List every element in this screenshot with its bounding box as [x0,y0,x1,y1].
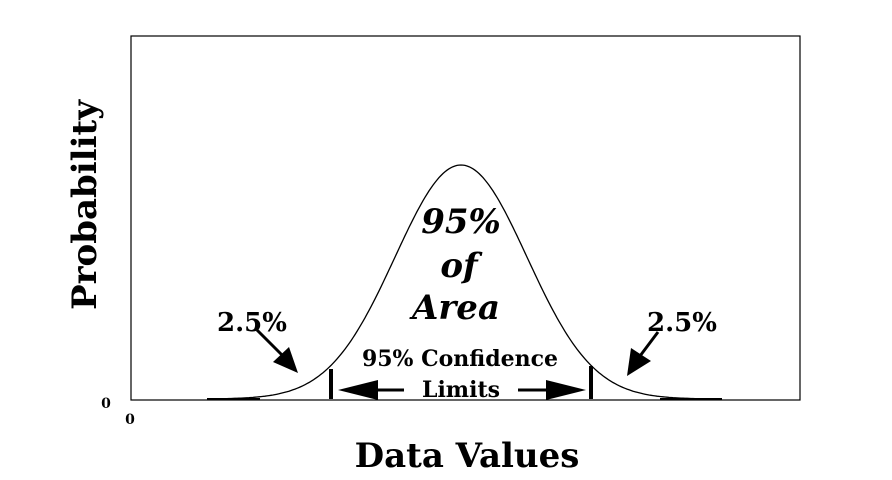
plot-frame [130,35,801,401]
left-limit-arrowhead [338,380,378,400]
left-tail-arrowhead [273,347,298,373]
right-tail-percent-label: 2.5% [647,308,717,338]
right-limit-arrowhead [546,380,586,400]
confidence-limits-label-line-1: 95% Confidence [362,346,558,372]
y-axis-label: Probability [65,99,105,310]
right-tail-arrow-shaft [638,331,660,357]
area-label-line-1: 95% [421,202,501,242]
confidence-limits-label-line-2: Limits [422,377,500,403]
area-label-line-2: of [440,246,483,286]
y-origin-label: 0 [101,396,111,412]
bell-curve [206,164,721,400]
left-tail-percent-label: 2.5% [217,308,287,338]
left-tail-arrow-shaft [255,328,285,358]
right-tail-arrowhead [627,348,651,376]
x-origin-label: 0 [125,412,135,428]
x-axis-label: Data Values [355,436,580,476]
area-label-line-3: Area [409,288,500,328]
